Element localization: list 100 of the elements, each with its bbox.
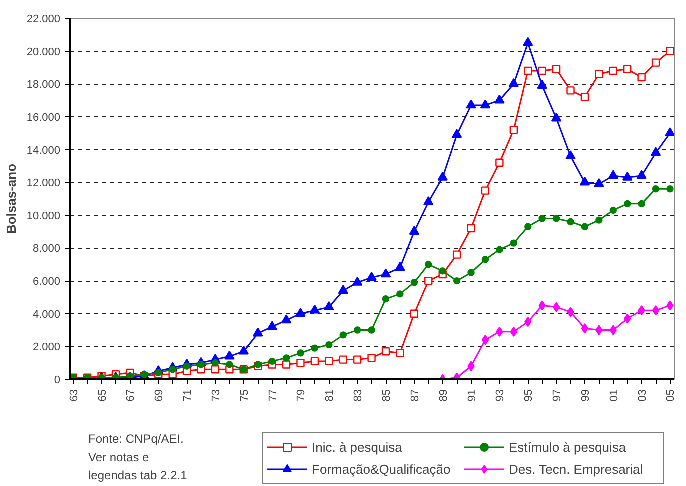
point: [438, 172, 448, 181]
point: [666, 186, 674, 193]
point: [610, 325, 617, 336]
source-note: Fonte: CNPq/AEI. Ver notas e legendas tab 2.2.1: [88, 432, 188, 482]
point: [480, 100, 491, 109]
x-tick-label: 93: [494, 389, 507, 402]
point: [468, 361, 475, 372]
y-tick-label: 18.000: [26, 79, 61, 92]
legend-label: Des. Tecn. Empresarial: [509, 462, 644, 476]
point: [538, 300, 546, 311]
point: [452, 129, 462, 138]
point: [467, 224, 476, 233]
point: [410, 310, 419, 318]
point: [297, 350, 304, 357]
point: [594, 178, 604, 188]
point: [226, 361, 234, 368]
point: [311, 344, 319, 352]
point: [652, 186, 660, 193]
x-tick-label: 73: [210, 389, 222, 402]
point: [482, 256, 490, 264]
x-tick-label: 03: [636, 389, 649, 402]
x-tick-label: 71: [182, 389, 194, 402]
point: [410, 279, 418, 286]
point: [494, 94, 505, 104]
point: [368, 354, 376, 362]
point: [566, 150, 576, 160]
legend-label: Formação&Qualificação: [312, 462, 452, 476]
point: [310, 304, 320, 314]
point: [666, 300, 674, 311]
x-tick-label: 95: [523, 389, 536, 402]
x-tick-label: 91: [466, 389, 478, 402]
point: [425, 261, 432, 268]
point: [183, 362, 191, 370]
point: [395, 262, 406, 272]
point: [580, 93, 590, 102]
point: [211, 366, 220, 374]
x-tick-label: 85: [381, 389, 393, 402]
point: [581, 324, 589, 334]
y-tick-label: 4.000: [32, 308, 61, 321]
point: [636, 170, 647, 180]
point: [338, 285, 348, 294]
point: [212, 359, 220, 367]
x-tick-label: 83: [352, 389, 365, 402]
point: [622, 172, 633, 181]
point: [281, 314, 292, 324]
point: [665, 128, 674, 137]
point: [510, 240, 518, 247]
x-tick-label: 81: [324, 389, 336, 402]
point: [252, 328, 264, 337]
point: [352, 276, 363, 286]
legend-label: Estímulo à pesquisa: [509, 440, 628, 454]
point: [552, 215, 560, 222]
point: [638, 200, 646, 208]
point: [296, 308, 306, 318]
point: [638, 73, 646, 82]
point: [580, 176, 590, 186]
point: [324, 302, 334, 310]
point: [624, 65, 632, 74]
y-tick-label: 6.000: [32, 276, 61, 288]
y-tick-label: 20.000: [26, 46, 61, 58]
point: [452, 250, 462, 259]
point: [310, 357, 320, 366]
point: [267, 321, 278, 330]
point: [380, 268, 392, 278]
y-axis-title: Bolsas-ano: [4, 164, 19, 234]
point: [169, 366, 176, 374]
point: [596, 325, 603, 336]
point: [551, 112, 562, 122]
point: [439, 268, 446, 275]
point: [552, 302, 560, 312]
x-tick-label: 89: [438, 389, 450, 402]
point: [666, 47, 674, 56]
point: [396, 290, 404, 298]
x-tick-label: 67: [125, 389, 138, 402]
point: [538, 66, 546, 76]
legend-label: Inic. à pesquisa: [312, 440, 404, 454]
x-tick-label: 63: [68, 389, 80, 402]
point: [595, 70, 604, 78]
point: [424, 276, 433, 286]
y-tick-label: 8.000: [32, 243, 61, 256]
point: [609, 66, 618, 76]
x-tick-label: 77: [267, 389, 280, 402]
point: [481, 186, 490, 195]
point: [382, 348, 390, 356]
point: [652, 58, 660, 67]
point: [268, 358, 276, 366]
x-tick-label: 87: [409, 389, 422, 402]
point: [354, 326, 362, 334]
point: [567, 218, 574, 226]
point: [523, 37, 534, 46]
x-tick-label: 75: [238, 389, 251, 402]
point: [282, 354, 290, 362]
point: [340, 332, 347, 339]
x-tick-label: 01: [608, 389, 620, 402]
point: [652, 305, 660, 316]
point: [624, 314, 632, 324]
point: [366, 272, 377, 281]
point: [368, 326, 376, 334]
point: [650, 147, 662, 156]
point: [326, 341, 333, 349]
